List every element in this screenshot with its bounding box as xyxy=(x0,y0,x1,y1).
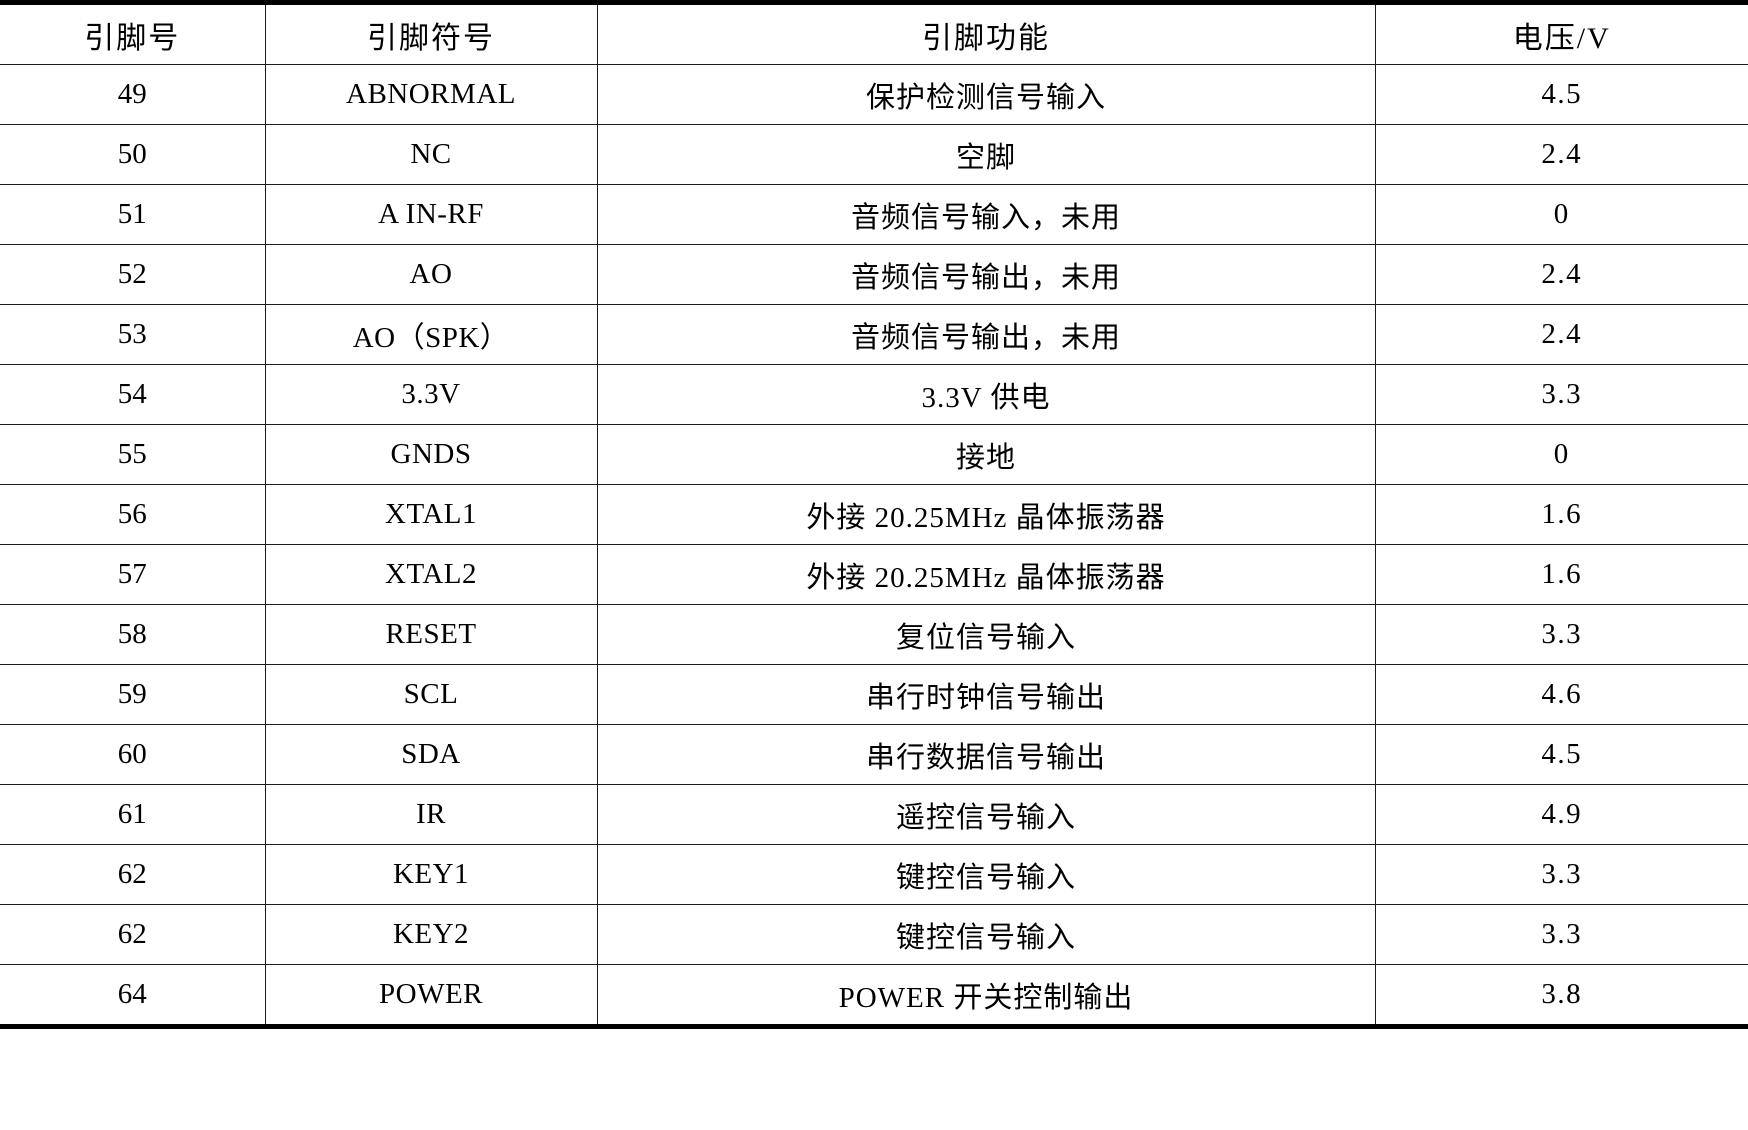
cell-symbol: KEY1 xyxy=(265,844,598,905)
cell-function: 键控信号输入 xyxy=(597,904,1376,965)
cell-function: 音频信号输出，未用 xyxy=(597,304,1376,365)
cell-symbol: 3.3V xyxy=(265,364,598,425)
cell-pin_no: 52 xyxy=(0,244,266,305)
cell-symbol: A IN-RF xyxy=(265,184,598,245)
cell-voltage: 2.4 xyxy=(1375,304,1748,365)
cell-function: 保护检测信号输入 xyxy=(597,64,1376,125)
cell-function: 遥控信号输入 xyxy=(597,784,1376,845)
cell-pin_no: 50 xyxy=(0,124,266,185)
cell-voltage: 3.3 xyxy=(1375,904,1748,965)
cell-voltage: 3.8 xyxy=(1541,978,1583,1010)
cell-function: 外接 20.25MHz 晶体振荡器 xyxy=(597,544,1376,605)
column-header-pin-function: 引脚功能 xyxy=(597,2,1376,65)
cell-function: 3.3V 供电 xyxy=(597,364,1376,425)
cell-pin_no: 59 xyxy=(0,664,266,725)
table-header-row: 引脚号 引脚符号 引脚功能 电压/V xyxy=(0,2,1748,65)
table-row: 54 3.3V 3.3V 供电 3.3 xyxy=(0,364,1748,425)
cell-function: 接地 xyxy=(597,424,1376,485)
cell-function: 音频信号输入，未用 xyxy=(597,184,1376,245)
cell-voltage: 4.9 xyxy=(1375,784,1748,845)
cell-symbol: SCL xyxy=(265,664,598,725)
table-body: 49 ABNORMAL 保护检测信号输入 4.5 50 NC 空脚 2.4 51 A IN-RF 音… xyxy=(0,64,1748,1027)
cell-symbol: AO xyxy=(265,244,598,305)
table-row: 52 AO 音频信号输出，未用 2.4 xyxy=(0,244,1748,305)
table-row: 57 XTAL2 外接 20.25MHz 晶体振荡器 1.6 xyxy=(0,544,1748,605)
cell-symbol: KEY2 xyxy=(265,904,598,965)
cell-voltage: 2.4 xyxy=(1375,244,1748,305)
cell-voltage: 4.6 xyxy=(1375,664,1748,725)
cell-voltage: 3.3 xyxy=(1375,844,1748,905)
cell-symbol: SDA xyxy=(265,724,598,785)
cell-pin_no: 64 xyxy=(0,964,266,1027)
cell-voltage: 4.5 xyxy=(1375,724,1748,785)
table-header: 引脚号 引脚符号 引脚功能 电压/V xyxy=(0,2,1748,65)
cell-pin_no: 49 xyxy=(0,64,266,125)
cell-pin_no: 62 xyxy=(0,904,266,965)
cell-function: 外接 20.25MHz 晶体振荡器 xyxy=(597,484,1376,545)
cell-function: 串行时钟信号输出 xyxy=(597,664,1376,725)
cell-function: 空脚 xyxy=(597,124,1376,185)
cell-function: 复位信号输入 xyxy=(597,604,1376,665)
cell-symbol: RESET xyxy=(265,604,598,665)
cell-pin_no: 60 xyxy=(0,724,266,785)
cell-pin_no: 57 xyxy=(0,544,266,605)
table-row: 51 A IN-RF 音频信号输入，未用 0 xyxy=(0,184,1748,245)
table-row: 61 IR 遥控信号输入 4.9 xyxy=(0,784,1748,845)
table-row: 59 SCL 串行时钟信号输出 4.6 xyxy=(0,664,1748,725)
cell-voltage: 1.6 xyxy=(1375,544,1748,605)
cell-symbol: XTAL1 xyxy=(265,484,598,545)
cell-function: 键控信号输入 xyxy=(597,844,1376,905)
cell-function: 音频信号输出，未用 xyxy=(597,244,1376,305)
cell-pin_no: 54 xyxy=(0,364,266,425)
cell-pin_no: 58 xyxy=(0,604,266,665)
table-row: 64 POWER POWER 开关控制输出 3.8 xyxy=(0,964,1748,1027)
column-header-voltage: 电压/V xyxy=(1375,2,1748,65)
cell-pin_no: 62 xyxy=(0,844,266,905)
table-row: 62 KEY1 键控信号输入 3.3 xyxy=(0,844,1748,905)
cell-function: POWER 开关控制输出 xyxy=(597,964,1376,1027)
cell-symbol: ABNORMAL xyxy=(265,64,598,125)
cell-voltage: 2.4 xyxy=(1375,124,1748,185)
cell-voltage: 0 xyxy=(1375,184,1748,245)
cell-voltage: 4.5 xyxy=(1375,64,1748,125)
cell-voltage: 3.3 xyxy=(1375,364,1748,425)
cell-symbol: IR xyxy=(265,784,598,845)
table-row: 56 XTAL1 外接 20.25MHz 晶体振荡器 1.6 xyxy=(0,484,1748,545)
pin-description-table: 引脚号 引脚符号 引脚功能 电压/V 49 ABNORMAL 保护检测信号输入 4.5… xyxy=(0,0,1748,1029)
table-row: 60 SDA 串行数据信号输出 4.5 xyxy=(0,724,1748,785)
cell-voltage: 3.3 xyxy=(1375,604,1748,665)
cell-symbol: GNDS xyxy=(265,424,598,485)
column-header-pin-number: 引脚号 xyxy=(0,2,266,65)
cell-pin_no: 53 xyxy=(0,304,266,365)
cell-voltage: 1.6 xyxy=(1375,484,1748,545)
table-row: 49 ABNORMAL 保护检测信号输入 4.5 xyxy=(0,64,1748,125)
cell-symbol: NC xyxy=(265,124,598,185)
cell-function: 串行数据信号输出 xyxy=(597,724,1376,785)
table-row: 50 NC 空脚 2.4 xyxy=(0,124,1748,185)
cell-voltage: 0 xyxy=(1375,424,1748,485)
table-row: 53 AO（SPK） 音频信号输出，未用 2.4 xyxy=(0,304,1748,365)
cell-symbol: XTAL2 xyxy=(265,544,598,605)
table-row: 55 GNDS 接地 0 xyxy=(0,424,1748,485)
table-row: 62 KEY2 键控信号输入 3.3 xyxy=(0,904,1748,965)
table-row: 58 RESET 复位信号输入 3.3 xyxy=(0,604,1748,665)
column-header-pin-symbol: 引脚符号 xyxy=(265,2,598,65)
cell-symbol: AO（SPK） xyxy=(265,304,598,365)
cell-symbol: POWER xyxy=(265,964,598,1027)
cell-pin_no: 55 xyxy=(0,424,266,485)
cell-pin_no: 56 xyxy=(0,484,266,545)
cell-pin_no: 51 xyxy=(0,184,266,245)
cell-pin_no: 61 xyxy=(0,784,266,845)
